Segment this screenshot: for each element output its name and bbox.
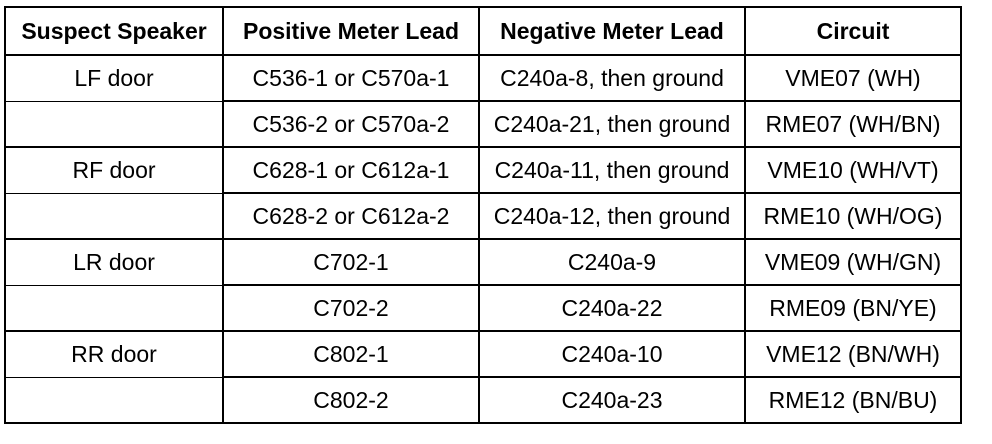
header-negative-meter-lead: Negative Meter Lead	[478, 6, 746, 56]
table-row: C628-2 or C612a-2 C240a-12, then ground …	[4, 192, 962, 240]
negative-lead-cell: C240a-8, then ground	[478, 54, 746, 102]
circuit-cell: RME10 (WH/OG)	[744, 192, 962, 240]
suspect-speaker-cell: RR door	[4, 330, 224, 378]
table-row: C802-2 C240a-23 RME12 (BN/BU)	[4, 376, 962, 424]
positive-lead-cell: C702-1	[222, 238, 480, 286]
header-suspect-speaker: Suspect Speaker	[4, 6, 224, 56]
suspect-speaker-cell	[4, 284, 224, 332]
speaker-test-table: Suspect Speaker Positive Meter Lead Nega…	[4, 6, 962, 424]
table-row: RR door C802-1 C240a-10 VME12 (BN/WH)	[4, 330, 962, 378]
circuit-cell: RME09 (BN/YE)	[744, 284, 962, 332]
suspect-speaker-cell	[4, 100, 224, 148]
negative-lead-cell: C240a-10	[478, 330, 746, 378]
circuit-cell: RME12 (BN/BU)	[744, 376, 962, 424]
negative-lead-cell: C240a-12, then ground	[478, 192, 746, 240]
positive-lead-cell: C702-2	[222, 284, 480, 332]
suspect-speaker-cell: LR door	[4, 238, 224, 286]
suspect-speaker-cell	[4, 192, 224, 240]
negative-lead-cell: C240a-23	[478, 376, 746, 424]
circuit-cell: VME12 (BN/WH)	[744, 330, 962, 378]
negative-lead-cell: C240a-22	[478, 284, 746, 332]
table-row: LR door C702-1 C240a-9 VME09 (WH/GN)	[4, 238, 962, 286]
positive-lead-cell: C802-1	[222, 330, 480, 378]
negative-lead-cell: C240a-21, then ground	[478, 100, 746, 148]
positive-lead-cell: C802-2	[222, 376, 480, 424]
positive-lead-cell: C536-1 or C570a-1	[222, 54, 480, 102]
circuit-cell: VME10 (WH/VT)	[744, 146, 962, 194]
positive-lead-cell: C628-2 or C612a-2	[222, 192, 480, 240]
suspect-speaker-cell: LF door	[4, 54, 224, 102]
positive-lead-cell: C628-1 or C612a-1	[222, 146, 480, 194]
circuit-cell: VME09 (WH/GN)	[744, 238, 962, 286]
header-positive-meter-lead: Positive Meter Lead	[222, 6, 480, 56]
table-row: LF door C536-1 or C570a-1 C240a-8, then …	[4, 54, 962, 102]
positive-lead-cell: C536-2 or C570a-2	[222, 100, 480, 148]
circuit-cell: RME07 (WH/BN)	[744, 100, 962, 148]
header-circuit: Circuit	[744, 6, 962, 56]
suspect-speaker-cell: RF door	[4, 146, 224, 194]
table-row: C536-2 or C570a-2 C240a-21, then ground …	[4, 100, 962, 148]
circuit-cell: VME07 (WH)	[744, 54, 962, 102]
negative-lead-cell: C240a-11, then ground	[478, 146, 746, 194]
table-row: RF door C628-1 or C612a-1 C240a-11, then…	[4, 146, 962, 194]
suspect-speaker-cell	[4, 376, 224, 424]
table-row: C702-2 C240a-22 RME09 (BN/YE)	[4, 284, 962, 332]
header-row: Suspect Speaker Positive Meter Lead Nega…	[4, 6, 962, 56]
negative-lead-cell: C240a-9	[478, 238, 746, 286]
